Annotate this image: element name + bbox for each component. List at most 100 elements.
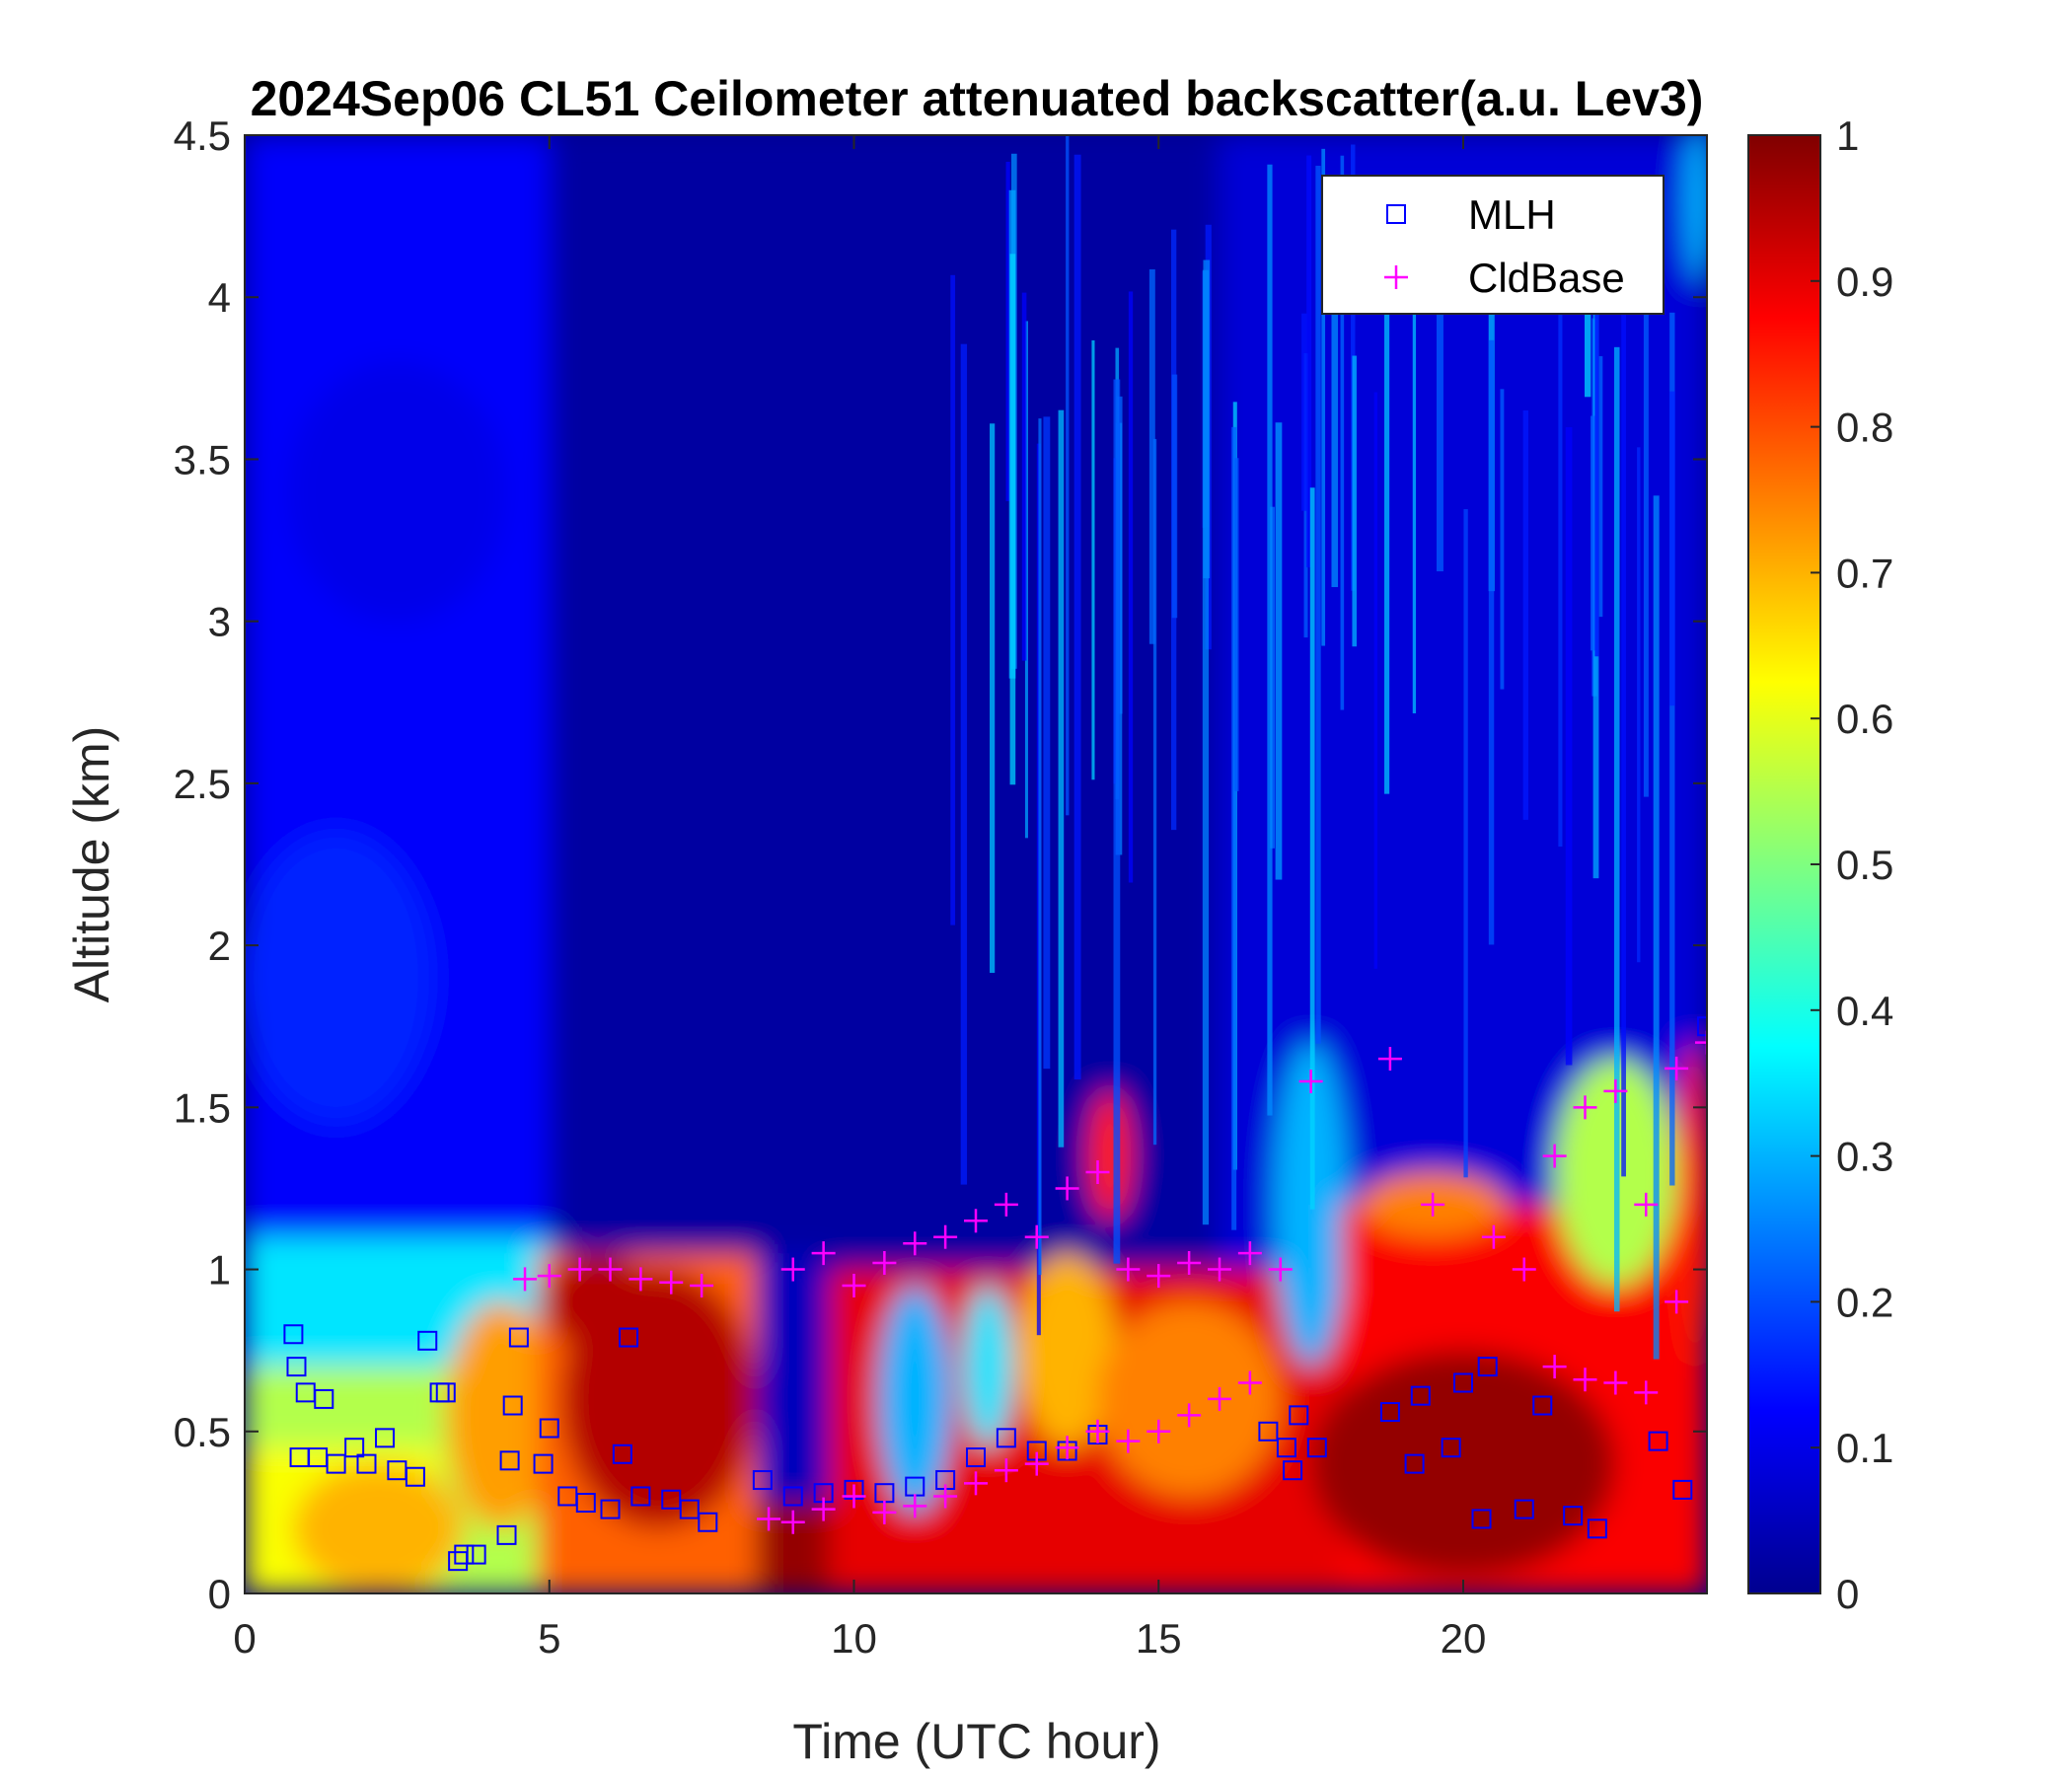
heatmap-streak [1315, 165, 1321, 1044]
mlh-point [1697, 1016, 1707, 1037]
heatmap-streak [1384, 306, 1390, 794]
mlh-point [1587, 1518, 1607, 1539]
mlh-point [1441, 1438, 1461, 1458]
mlh-point [314, 1388, 334, 1409]
backscatter-field [245, 135, 1707, 1593]
heatmap-streak [1436, 244, 1443, 572]
cldbase-point [1085, 1160, 1110, 1185]
heatmap-streak [1522, 409, 1528, 820]
heatmap-streak [1331, 299, 1339, 588]
cldbase-point [811, 1497, 836, 1521]
heatmap-streak [1558, 310, 1563, 848]
cldbase-point [842, 1273, 866, 1297]
heatmap-region [1676, 1042, 1707, 1368]
colorbar-tick-label: 0.2 [1836, 1279, 1893, 1325]
mlh-point [1453, 1372, 1473, 1393]
mlh-point [679, 1499, 700, 1519]
mlh-point [630, 1486, 651, 1507]
mlh-point [1276, 1438, 1296, 1458]
heatmap-streak [1043, 416, 1051, 1070]
mlh-series [283, 1016, 1707, 1572]
mlh-point [286, 1357, 307, 1377]
mlh-point [1514, 1499, 1534, 1519]
cldbase-point [1055, 1436, 1079, 1460]
heatmap-streak [1309, 487, 1315, 1210]
cldbase-point [513, 1267, 538, 1292]
cldbase-series [513, 1030, 1707, 1534]
heatmap-region [756, 1253, 830, 1497]
colorbar-tick-label: 0.6 [1836, 696, 1893, 742]
heatmap-streak [1009, 254, 1016, 785]
heatmap-streak [1613, 346, 1620, 1312]
colorbar-tick-label: 0.1 [1836, 1425, 1893, 1471]
heatmap-region [293, 1463, 465, 1593]
heatmap-streak [1152, 438, 1157, 1146]
cldbase-point [1055, 1176, 1079, 1201]
mlh-point [356, 1453, 377, 1474]
heatmap-region [445, 1301, 555, 1529]
mlh-point [539, 1418, 559, 1439]
mlh-point [326, 1453, 346, 1474]
cldbase-legend-marker [1384, 265, 1408, 289]
heatmap-region [1097, 1301, 1281, 1497]
heatmap-streak [1637, 447, 1641, 963]
legend-box [1321, 175, 1665, 315]
cldbase-point [1208, 1386, 1231, 1411]
cldbase-point [872, 1500, 897, 1524]
cldbase-point [1024, 1451, 1049, 1476]
y-tick-label: 4 [208, 274, 231, 321]
cldbase-point [1298, 1070, 1323, 1094]
mlh-point [1306, 1438, 1327, 1458]
mlh-point [1289, 1405, 1309, 1426]
mlh-point [344, 1438, 365, 1458]
mlh-point [1477, 1357, 1498, 1377]
colorbar-tick-label: 0.7 [1836, 550, 1893, 596]
heatmap-streak [1021, 292, 1027, 661]
heatmap-region [1310, 1350, 1616, 1578]
heatmap-streak [1270, 506, 1275, 849]
cldbase-point [1665, 1056, 1689, 1080]
cldbase-point [1116, 1257, 1141, 1282]
mlh-point [1258, 1421, 1279, 1442]
heatmap-streak [1091, 339, 1095, 780]
colorbar-tick-label: 0.9 [1836, 259, 1893, 305]
cldbase-point [1177, 1250, 1202, 1275]
legend: MLH CldBase [1321, 175, 1665, 315]
cldbase-point [598, 1257, 623, 1282]
heatmap-region [963, 1285, 1013, 1448]
cldbase-point [537, 1264, 561, 1289]
x-tick-label: 20 [1441, 1615, 1487, 1662]
mlh-point [782, 1486, 803, 1507]
heatmap-streak [1594, 268, 1599, 657]
y-tick-label: 3.5 [174, 436, 231, 482]
cldbase-point [1147, 1419, 1171, 1443]
heatmap-streak [1113, 379, 1121, 1264]
colorbar-tick-label: 0.4 [1836, 988, 1893, 1034]
cldbase-point [659, 1270, 684, 1295]
mlh-point [417, 1330, 438, 1351]
heatmap-streak [1202, 269, 1210, 1225]
mlh-point [496, 1524, 517, 1545]
mlh-point [375, 1428, 396, 1448]
cldbase-point [1481, 1224, 1506, 1249]
mlh-point [575, 1493, 596, 1514]
heatmap-streak [1463, 509, 1468, 1178]
heatmap-streak [1669, 391, 1675, 706]
heatmap-streak [950, 274, 956, 925]
heatmap-streak [1005, 161, 1010, 501]
mlh-point [1410, 1385, 1431, 1406]
heatmap-streak [1231, 426, 1237, 1230]
heatmap-streak [1340, 155, 1345, 710]
heatmap-streak [1038, 418, 1042, 1276]
heatmap-streak [1128, 291, 1134, 883]
cldbase-point [842, 1484, 866, 1509]
cldbase-point [1542, 1144, 1567, 1168]
x-tick-label: 0 [233, 1615, 256, 1662]
mlh-point [996, 1428, 1016, 1448]
heatmap-streak [1073, 154, 1081, 1080]
mlh-point [502, 1395, 523, 1416]
mlh-point [1563, 1506, 1584, 1526]
y-tick-label: 4.5 [174, 112, 231, 159]
cldbase-point [903, 1231, 927, 1256]
cldbase-point [964, 1471, 988, 1496]
